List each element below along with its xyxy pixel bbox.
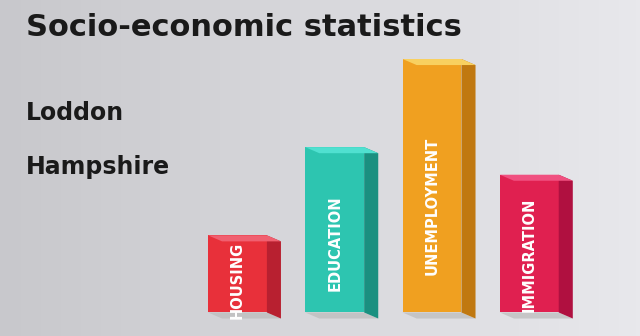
Polygon shape (403, 312, 476, 319)
Polygon shape (305, 147, 364, 312)
Text: Socio-economic statistics: Socio-economic statistics (26, 13, 461, 42)
Polygon shape (305, 312, 378, 319)
Polygon shape (305, 147, 378, 153)
Polygon shape (403, 59, 461, 312)
Polygon shape (208, 312, 281, 319)
Polygon shape (500, 175, 559, 312)
Polygon shape (461, 59, 476, 319)
Text: UNEMPLOYMENT: UNEMPLOYMENT (424, 137, 440, 275)
Polygon shape (208, 235, 281, 241)
Polygon shape (500, 175, 573, 181)
Polygon shape (500, 312, 573, 319)
Text: HOUSING: HOUSING (230, 242, 245, 319)
Text: EDUCATION: EDUCATION (327, 195, 342, 291)
Polygon shape (403, 59, 476, 65)
Text: Loddon: Loddon (26, 101, 124, 125)
Polygon shape (364, 147, 378, 319)
Polygon shape (559, 175, 573, 319)
Polygon shape (267, 235, 281, 319)
Text: IMMIGRATION: IMMIGRATION (522, 198, 537, 312)
Text: Hampshire: Hampshire (26, 155, 170, 178)
Polygon shape (208, 235, 267, 312)
